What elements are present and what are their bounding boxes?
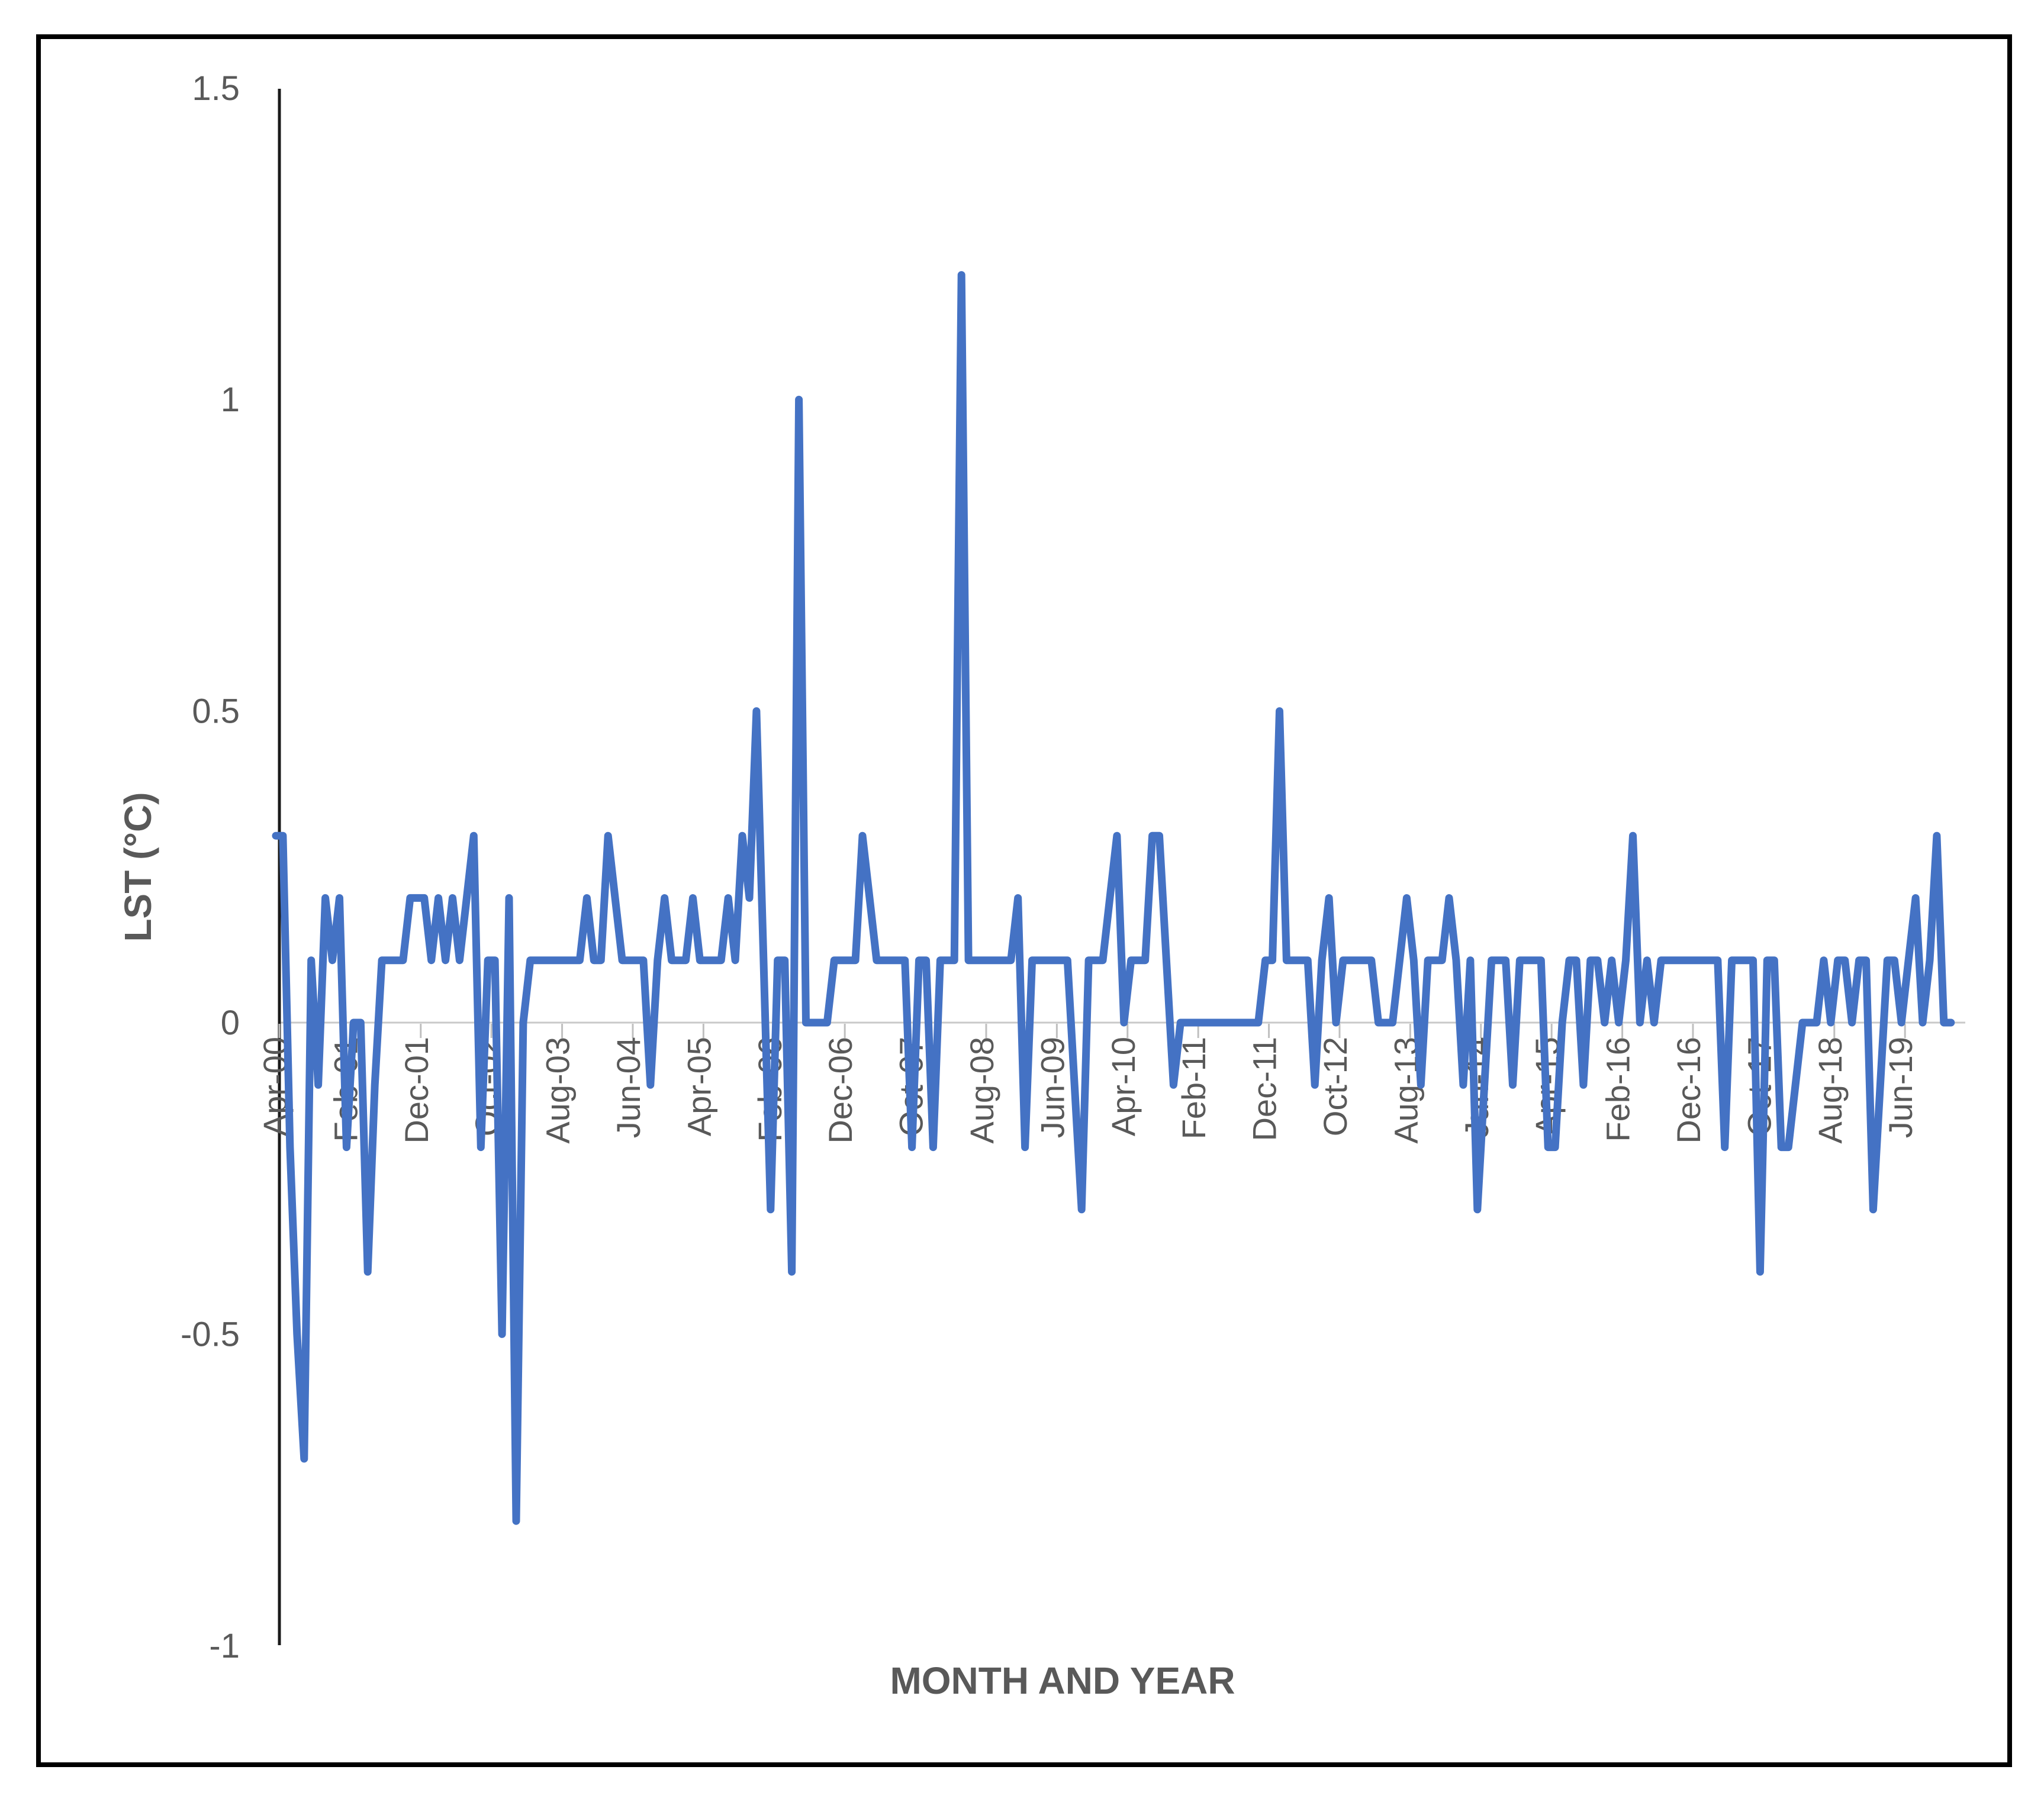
x-tick-label: Aug-18 bbox=[1811, 1037, 1849, 1144]
y-tick-label: 1.5 bbox=[192, 69, 240, 108]
y-tick-label: 1 bbox=[221, 381, 240, 419]
lst-series-line bbox=[272, 271, 1955, 1525]
x-tick-label: Aug-03 bbox=[539, 1037, 577, 1144]
x-tick-label: Feb-11 bbox=[1175, 1037, 1212, 1139]
y-tick-label: 0 bbox=[221, 1004, 240, 1042]
x-tick-label: Jun-09 bbox=[1034, 1037, 1071, 1138]
x-tick-label: Dec-06 bbox=[822, 1037, 859, 1144]
x-axis-title: MONTH AND YEAR bbox=[890, 1659, 1235, 1702]
x-tick-label: Dec-16 bbox=[1670, 1037, 1707, 1144]
y-axis-tick-labels: 1.5 1 0.5 0 -0.5 -1 bbox=[181, 69, 240, 1665]
x-tick-label: Feb-16 bbox=[1599, 1037, 1637, 1142]
x-tick-label: Apr-05 bbox=[680, 1037, 717, 1136]
x-tick-label: Oct-12 bbox=[1316, 1037, 1354, 1136]
y-tick-label: 0.5 bbox=[192, 692, 240, 731]
x-tick-label: Dec-01 bbox=[398, 1037, 435, 1144]
y-axis-title: LST (°C) bbox=[117, 792, 159, 942]
x-tick-label: Apr-10 bbox=[1105, 1037, 1142, 1136]
x-tick-label: Dec-11 bbox=[1246, 1037, 1283, 1141]
x-tick-label: Jun-19 bbox=[1882, 1037, 1919, 1138]
figure-border bbox=[36, 34, 2012, 1767]
y-tick-label: -1 bbox=[209, 1627, 240, 1665]
x-tick-label: Jun-04 bbox=[610, 1037, 647, 1138]
x-tick-label: Aug-08 bbox=[963, 1037, 1000, 1144]
y-tick-label: -0.5 bbox=[181, 1315, 240, 1353]
